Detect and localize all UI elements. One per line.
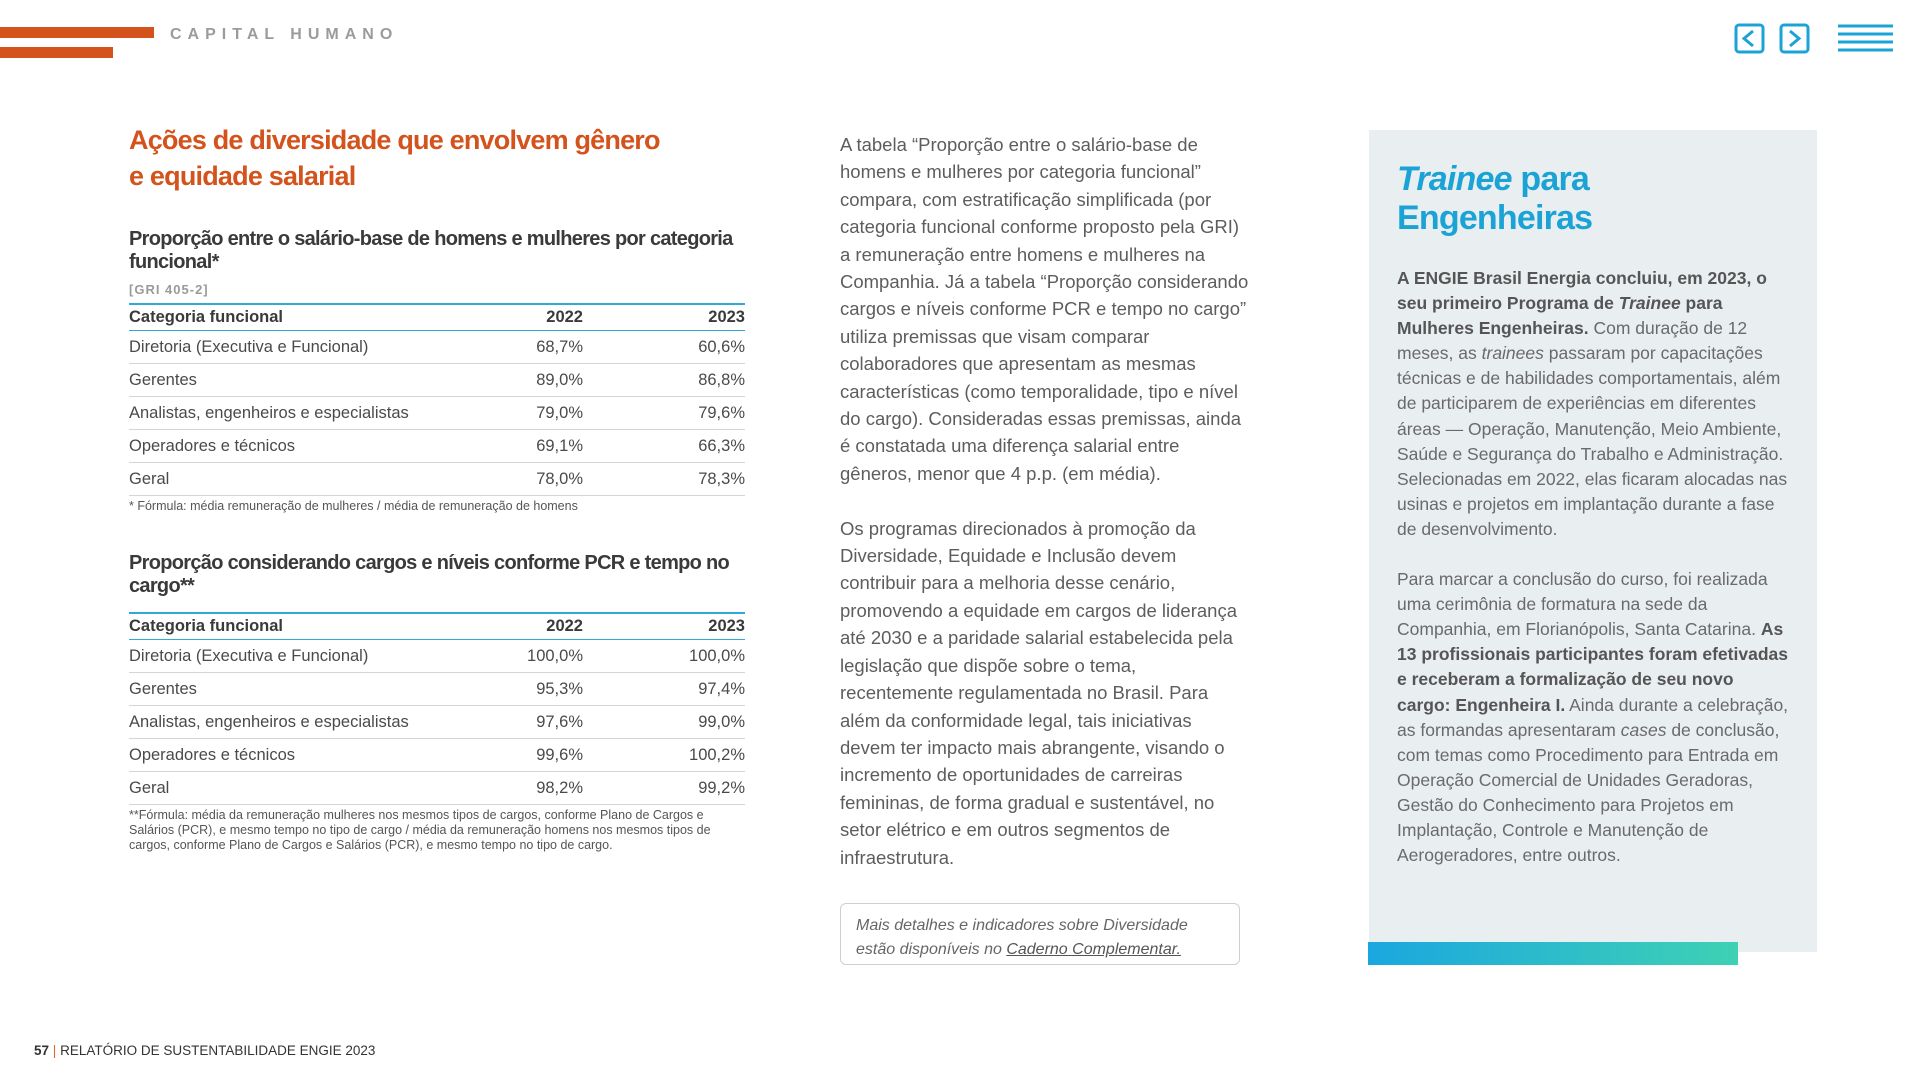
table-ref: [GRI 405-2] — [129, 282, 209, 297]
text-run: Ainda durante a celebração, as formandas… — [1397, 694, 1789, 740]
table-cell: 68,7% — [536, 337, 583, 356]
header-bar — [0, 47, 113, 58]
table-cell: 79,0% — [536, 403, 583, 422]
table-note: **Fórmula: média da remuneração mulheres… — [129, 808, 711, 852]
table-cell: 99,0% — [698, 712, 745, 731]
text-run: Para marcar a conclusão do curso, foi re… — [1397, 569, 1768, 640]
text-run: A ENGIE Brasil Energia concluiu, em 2023… — [1397, 268, 1767, 314]
table-cell: 89,0% — [536, 370, 583, 389]
nav-icons — [1734, 23, 1893, 54]
paragraph: A tabela “Proporção entre o salário-base… — [840, 134, 1249, 484]
header-cell: 2023 — [708, 308, 745, 326]
table-row: Geral 98,2% 99,2% — [129, 772, 745, 805]
table-cell: 100,0% — [527, 646, 583, 665]
text-run: de conclusão, com temas como Procediment… — [1397, 719, 1780, 866]
header-cell: 2022 — [546, 617, 583, 635]
table-cell: Gerentes — [129, 679, 197, 698]
text-run: Trainee — [1397, 160, 1513, 198]
table-row: Gerentes 89,0% 86,8% — [129, 364, 745, 397]
note-box: Mais detalhes e indicadores sobre Divers… — [840, 903, 1240, 965]
table-cell: 86,8% — [698, 370, 745, 389]
table-cell: 78,3% — [698, 469, 745, 488]
table-cell: Geral — [129, 469, 170, 488]
table-cell: Gerentes — [129, 370, 197, 389]
header-cell: 2022 — [546, 308, 583, 326]
table-cell: 69,1% — [536, 436, 583, 455]
text-run: para Mulheres Engenheiras. — [1397, 293, 1723, 339]
box-title: Trainee para Engenheiras — [1397, 160, 1789, 238]
table-cell: Geral — [129, 778, 170, 797]
menu-button[interactable] — [1838, 24, 1893, 52]
header-cell: Categoria funcional — [129, 308, 284, 326]
table-cell: 66,3% — [698, 436, 745, 455]
table-row: Geral 78,0% 78,3% — [129, 463, 745, 496]
table-title: Proporção considerando cargos e níveis c… — [129, 552, 730, 597]
section-label: CAPITAL HUMANO — [170, 26, 399, 43]
table-row: Analistas, engenheiros e especialistas 79… — [129, 397, 745, 430]
text-run: trainees — [1481, 343, 1544, 364]
gradient-bar — [1368, 942, 1738, 965]
table-cell: 97,6% — [536, 712, 583, 731]
text-run: Trainee — [1618, 293, 1681, 314]
page-number: 57 — [34, 1043, 50, 1058]
header-cell: Categoria funcional — [129, 617, 284, 635]
footer: 57 | RELATÓRIO DE SUSTENTABILIDADE ENGIE… — [34, 1043, 375, 1058]
table-cell: Diretoria (Executiva e Funcional) — [129, 337, 369, 356]
table-block: Proporção entre o salário-base de homens… — [129, 228, 745, 514]
table-cell: Analistas, engenheiros e especialistas — [129, 712, 409, 731]
title-line: e equidade salarial — [129, 161, 356, 191]
header-bar — [0, 27, 154, 38]
text-run: Mais detalhes e indicadores sobre Divers… — [856, 917, 1188, 958]
table-cell: 99,6% — [536, 745, 583, 764]
table-cell: 100,0% — [689, 646, 745, 665]
table-cell: 100,2% — [689, 745, 745, 764]
next-button[interactable] — [1779, 23, 1810, 54]
table-row: Analistas, engenheiros e especialistas 97… — [129, 706, 745, 739]
prev-button[interactable] — [1734, 23, 1765, 54]
table-header: Categoria funcional 2022 2023 — [129, 303, 745, 331]
text-run: cases — [1620, 719, 1667, 740]
link[interactable]: Caderno Complementar. — [1006, 941, 1181, 958]
text-run: passaram por capacitações técnicas e de … — [1397, 343, 1788, 539]
table-cell: Operadores e técnicos — [129, 436, 296, 455]
title-line: Ações de diversidade que envolvem gênero — [129, 125, 661, 155]
text-run: para Engenheiras — [1397, 160, 1593, 237]
table-cell: 99,2% — [698, 778, 745, 797]
table-cell: Diretoria (Executiva e Funcional) — [129, 646, 369, 665]
table-cell: 78,0% — [536, 469, 583, 488]
table-row: Gerentes 95,3% 97,4% — [129, 673, 745, 706]
table-row: Diretoria (Executiva e Funcional) 68,7% 60… — [129, 331, 745, 364]
header-cell: 2023 — [708, 617, 745, 635]
paragraph: Para marcar a conclusão do curso, foi re… — [1397, 567, 1789, 868]
text-run: Com duração de 12 meses, as — [1397, 318, 1748, 364]
table-title: Proporção entre o salário-base de homens… — [129, 228, 733, 273]
table-cell: 60,6% — [698, 337, 745, 356]
table-row: Operadores e técnicos 69,1% 66,3% — [129, 430, 745, 463]
table-header: Categoria funcional 2022 2023 — [129, 612, 745, 640]
highlight-box: Trainee para Engenheiras A ENGIE Brasil E… — [1369, 130, 1817, 952]
footer-text: RELATÓRIO DE SUSTENTABILIDADE ENGIE 2023 — [60, 1043, 376, 1058]
table-cell: Operadores e técnicos — [129, 745, 296, 764]
table-cell: Analistas, engenheiros e especialistas — [129, 403, 409, 422]
paragraph: Os programas direcionados à promoção da … — [840, 517, 1237, 868]
text-run: As 13 profissionais participantes foram … — [1397, 619, 1788, 715]
table-note: * Fórmula: média remuneração de mulheres… — [129, 499, 578, 513]
table-row: Operadores e técnicos 99,6% 100,2% — [129, 739, 745, 772]
table-cell: 98,2% — [536, 778, 583, 797]
table-cell: 79,6% — [698, 403, 745, 422]
table-cell: 95,3% — [536, 679, 583, 698]
section-title: Ações de diversidade que envolvem gênero… — [129, 122, 661, 194]
body-text: A tabela “Proporção entre o salário-base… — [840, 131, 1250, 898]
table-cell: 97,4% — [698, 679, 745, 698]
table-row: Diretoria (Executiva e Funcional) 100,0% 1… — [129, 640, 745, 673]
table-block: Proporção considerando cargos e níveis c… — [129, 552, 745, 853]
separator: | — [52, 1043, 57, 1058]
paragraph: A ENGIE Brasil Energia concluiu, em 2023… — [1397, 266, 1789, 542]
